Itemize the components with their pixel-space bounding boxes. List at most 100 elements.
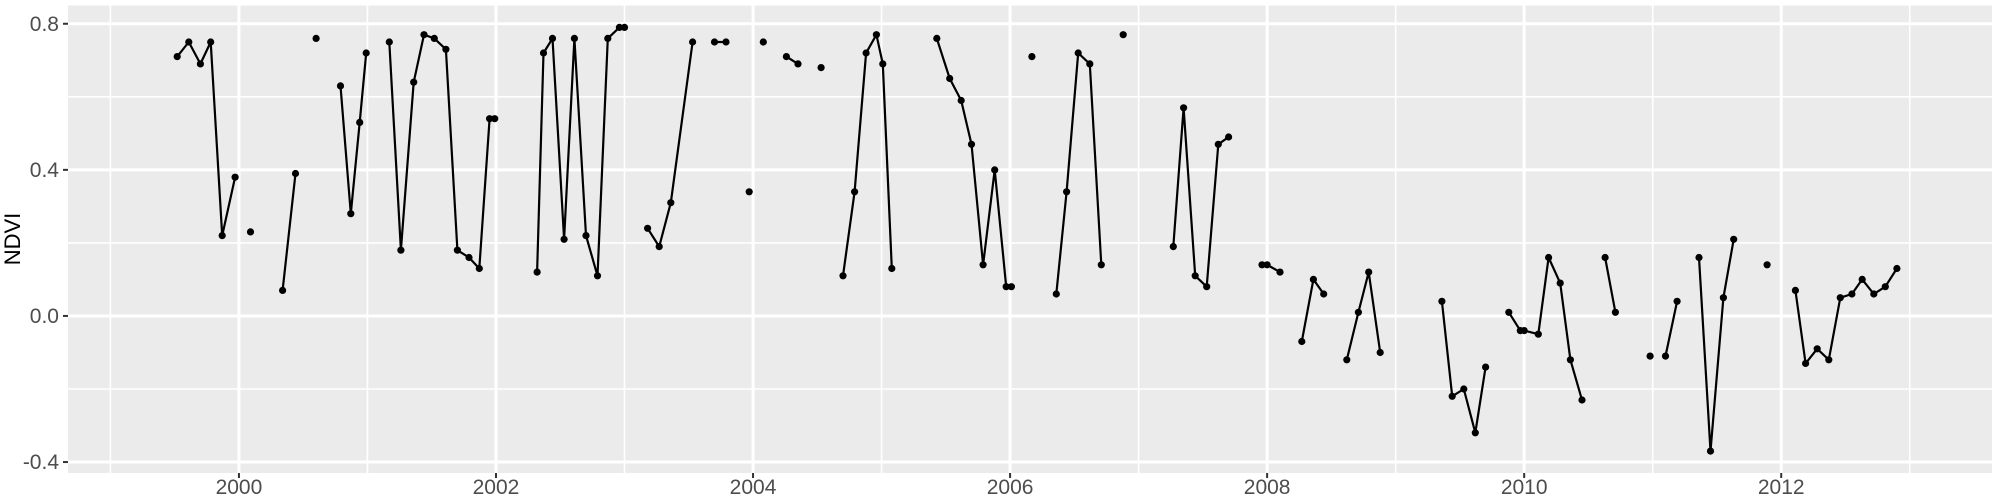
data-point	[710, 38, 719, 46]
data-segment-line	[1697, 238, 1735, 453]
x-tick-label: 2000	[216, 476, 263, 499]
data-point	[615, 23, 624, 31]
data-point	[1802, 359, 1810, 367]
data-point	[644, 224, 652, 232]
data-point	[879, 60, 887, 68]
data-point	[689, 38, 697, 46]
data-point	[1438, 297, 1446, 305]
data-point	[1376, 348, 1384, 357]
data-point	[1448, 392, 1456, 400]
data-point	[1002, 283, 1010, 291]
x-tick-label: 2012	[1758, 476, 1805, 499]
data-point	[1763, 261, 1771, 269]
data-point	[486, 115, 494, 123]
data-point	[362, 49, 370, 57]
data-point	[1343, 356, 1351, 364]
data-point	[1028, 53, 1036, 61]
y-tick-label: 0.0	[30, 305, 59, 328]
data-point	[1365, 268, 1373, 276]
data-point	[442, 45, 450, 53]
data-segment-line	[841, 33, 893, 277]
data-point	[1870, 290, 1878, 298]
data-point	[1298, 337, 1306, 346]
data-point	[1460, 385, 1468, 393]
data-point	[1169, 243, 1177, 251]
data-point	[173, 53, 181, 61]
data-point	[397, 246, 405, 254]
data-point	[570, 34, 579, 43]
data-point	[872, 31, 881, 39]
data-point	[1848, 290, 1856, 298]
data-point	[1791, 286, 1799, 294]
data-point	[593, 272, 602, 280]
data-segment-line	[935, 37, 1013, 288]
data-point	[475, 264, 483, 273]
data-point	[1482, 363, 1490, 371]
data-point	[539, 49, 548, 57]
x-tick-label: 2004	[730, 476, 777, 499]
data-point	[667, 199, 675, 207]
data-point	[453, 246, 461, 254]
data-point	[1534, 330, 1542, 338]
data-point	[185, 38, 193, 46]
data-point	[1719, 294, 1727, 302]
data-point	[1258, 261, 1266, 269]
data-point	[1695, 253, 1703, 262]
data-point	[745, 188, 753, 196]
data-point	[1661, 352, 1670, 360]
data-point	[533, 268, 541, 276]
data-point	[1320, 290, 1328, 298]
data-point	[839, 272, 847, 280]
data-point	[560, 235, 568, 243]
data-point	[1881, 283, 1889, 291]
data-marks	[173, 23, 1901, 455]
data-point	[1545, 253, 1553, 262]
data-point	[1074, 49, 1082, 57]
data-segment-line	[1664, 300, 1679, 358]
data-point	[1505, 308, 1513, 316]
data-point	[888, 264, 896, 273]
data-point	[967, 140, 976, 148]
data-segment-line	[646, 40, 694, 248]
data-point	[946, 74, 954, 83]
y-tick-label: 0.4	[30, 159, 60, 182]
data-point	[794, 60, 802, 68]
x-tick-label: 2008	[1244, 476, 1291, 499]
data-point	[1214, 140, 1222, 148]
x-tick-label: 2002	[473, 476, 520, 499]
axis-tick-marks	[63, 22, 1783, 478]
data-point	[1836, 294, 1844, 302]
x-tick-label: 2006	[987, 476, 1034, 499]
data-point	[548, 34, 557, 43]
data-point	[218, 232, 226, 240]
data-point	[420, 31, 428, 39]
data-point	[991, 166, 999, 174]
data-point	[759, 38, 767, 46]
data-point	[1520, 327, 1528, 335]
data-point	[356, 118, 364, 126]
data-segment-line	[1603, 256, 1617, 314]
data-point	[1825, 356, 1833, 364]
data-point	[1646, 352, 1654, 360]
data-point	[1566, 356, 1574, 364]
data-point	[1191, 272, 1199, 280]
data-point	[1063, 188, 1071, 196]
data-point	[1706, 447, 1715, 455]
data-point	[604, 34, 612, 43]
data-point	[1611, 308, 1619, 316]
data-point	[410, 78, 418, 86]
data-point	[1354, 308, 1362, 316]
axis-tick-labels: 2000 2002 2004 2006 2008 2010 2012 0.8 0.4 0.0 -0.…	[23, 13, 1805, 499]
data-point	[291, 169, 300, 178]
data-point	[1730, 235, 1738, 243]
data-point	[336, 82, 345, 90]
data-point	[1119, 31, 1127, 39]
data-point	[1893, 264, 1901, 273]
data-point	[1813, 345, 1821, 353]
data-segment-line	[535, 26, 626, 277]
data-point	[1097, 261, 1105, 269]
data-segment-line	[281, 172, 297, 292]
data-point	[491, 115, 499, 123]
